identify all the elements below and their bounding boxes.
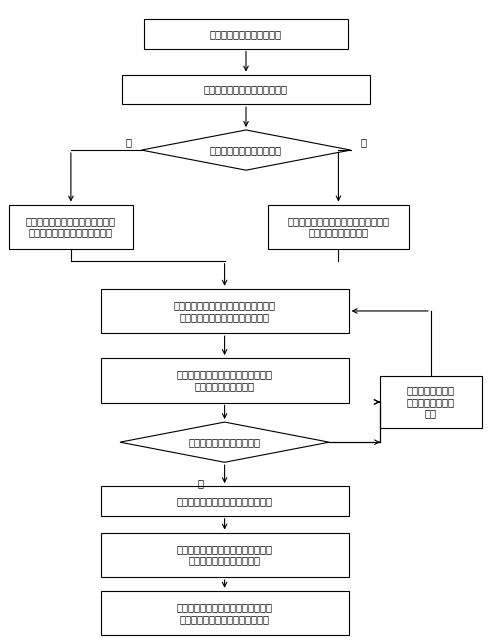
Text: 数据采集终端获得故障状态信息: 数据采集终端获得故障状态信息: [204, 84, 288, 95]
FancyBboxPatch shape: [9, 204, 133, 249]
FancyBboxPatch shape: [100, 532, 349, 577]
Text: 是: 是: [360, 138, 367, 148]
FancyBboxPatch shape: [268, 204, 409, 249]
Text: 判断机电设备是否发生故障: 判断机电设备是否发生故障: [188, 437, 261, 447]
FancyBboxPatch shape: [380, 376, 482, 428]
Text: 监控中心服务器向客户端设备传输检
测数据、故障状态信息和分析结果: 监控中心服务器向客户端设备传输检 测数据、故障状态信息和分析结果: [177, 602, 273, 624]
Text: 监控中心服务器对检测数据、故障状
态信息和分析结果进行存储: 监控中心服务器对检测数据、故障状 态信息和分析结果进行存储: [177, 544, 273, 566]
Text: 监控中心服务器利用建模样本数据构
建核主元故障检测模型: 监控中心服务器利用建模样本数据构 建核主元故障检测模型: [177, 370, 273, 391]
Polygon shape: [141, 130, 351, 170]
Text: 监控中心服务器对故障类型进行识别: 监控中心服务器对故障类型进行识别: [177, 496, 273, 506]
Text: 监控中心服务器对
建模样本数据进行
更新: 监控中心服务器对 建模样本数据进行 更新: [407, 385, 455, 419]
FancyBboxPatch shape: [100, 289, 349, 333]
Text: 数据采集终端获得检测数据: 数据采集终端获得检测数据: [210, 29, 282, 39]
Text: 数据采集终端定时向监控中心服务
器发送检测数据和故障状态信息: 数据采集终端定时向监控中心服务 器发送检测数据和故障状态信息: [26, 216, 116, 238]
FancyBboxPatch shape: [122, 75, 370, 104]
Text: 判断机电设备是否发生故障: 判断机电设备是否发生故障: [210, 145, 282, 155]
Polygon shape: [120, 422, 329, 462]
Text: 否: 否: [125, 138, 132, 148]
Text: 是: 是: [197, 478, 203, 488]
FancyBboxPatch shape: [100, 358, 349, 403]
Text: 数据采集终端实时向监控中心服务器检
测数据和故障状态信息: 数据采集终端实时向监控中心服务器检 测数据和故障状态信息: [287, 216, 390, 238]
FancyBboxPatch shape: [100, 591, 349, 635]
FancyBboxPatch shape: [100, 486, 349, 516]
Text: 监控中心服务器对设备检测数据进行减
少冗余的操作，得到建模样本数据: 监控中心服务器对设备检测数据进行减 少冗余的操作，得到建模样本数据: [174, 300, 276, 322]
FancyBboxPatch shape: [144, 19, 348, 49]
